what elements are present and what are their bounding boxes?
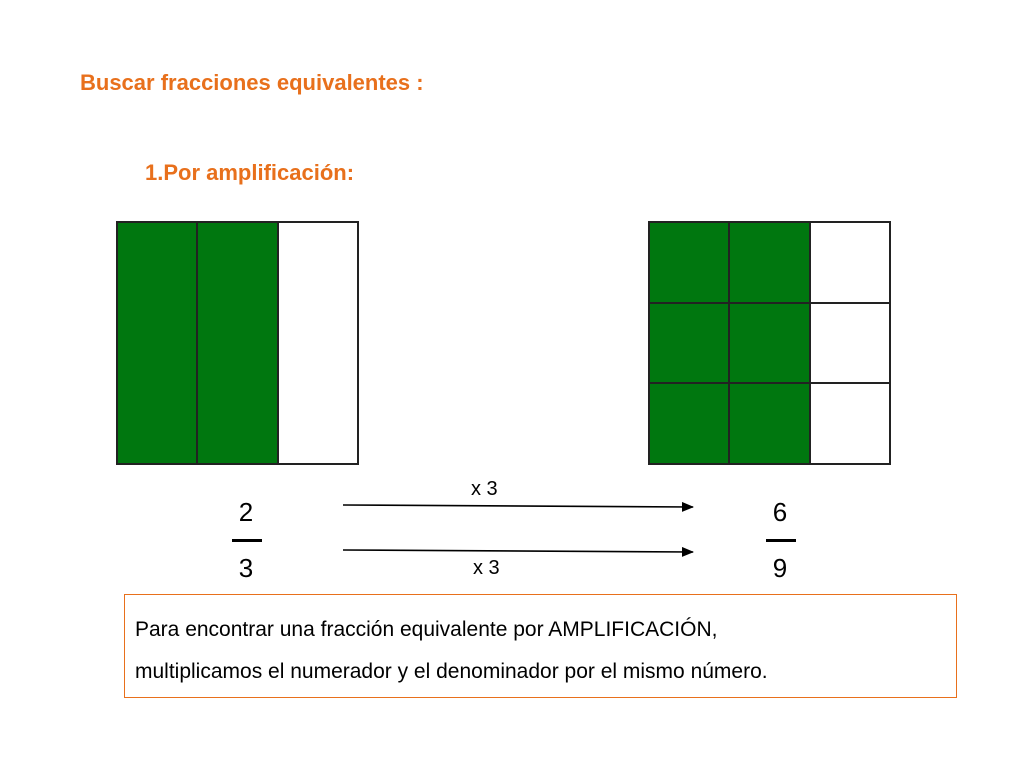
arrow-bottom-label: x 3: [473, 557, 500, 579]
empty-cell: [277, 222, 358, 464]
empty-cell: [809, 222, 890, 303]
explanation-line-2: multiplicamos el numerador y el denomina…: [135, 660, 768, 683]
fraction-right-bar: [766, 539, 796, 542]
empty-cell: [809, 383, 890, 464]
fraction-right-denominator: 9: [772, 553, 788, 583]
arrow-numerator: [342, 501, 694, 512]
fraction-right-numerator: 6: [772, 497, 788, 527]
shaded-cell: [649, 222, 730, 303]
fraction-left-numerator: 2: [238, 497, 254, 527]
shaded-cell: [729, 302, 810, 384]
shaded-cell: [729, 222, 810, 303]
fraction-left-denominator: 3: [238, 553, 254, 583]
shaded-cell: [649, 383, 730, 464]
arrow-top-label: x 3: [471, 478, 498, 500]
shaded-cell: [197, 222, 278, 464]
shaded-cell: [117, 222, 198, 464]
empty-cell: [809, 302, 890, 384]
page-title: Buscar fracciones equivalentes :: [80, 70, 424, 95]
arrow-denominator: [342, 546, 694, 557]
fraction-model-left: [116, 221, 359, 465]
fraction-left-bar: [232, 539, 262, 542]
explanation-line-1: Para encontrar una fracción equivalente …: [135, 618, 718, 641]
shaded-cell: [649, 302, 730, 384]
explanation-box: Para encontrar una fracción equivalente …: [124, 594, 957, 698]
shaded-cell: [729, 383, 810, 464]
fraction-model-right: [648, 221, 891, 465]
section-subtitle: 1.Por amplificación:: [145, 160, 355, 185]
